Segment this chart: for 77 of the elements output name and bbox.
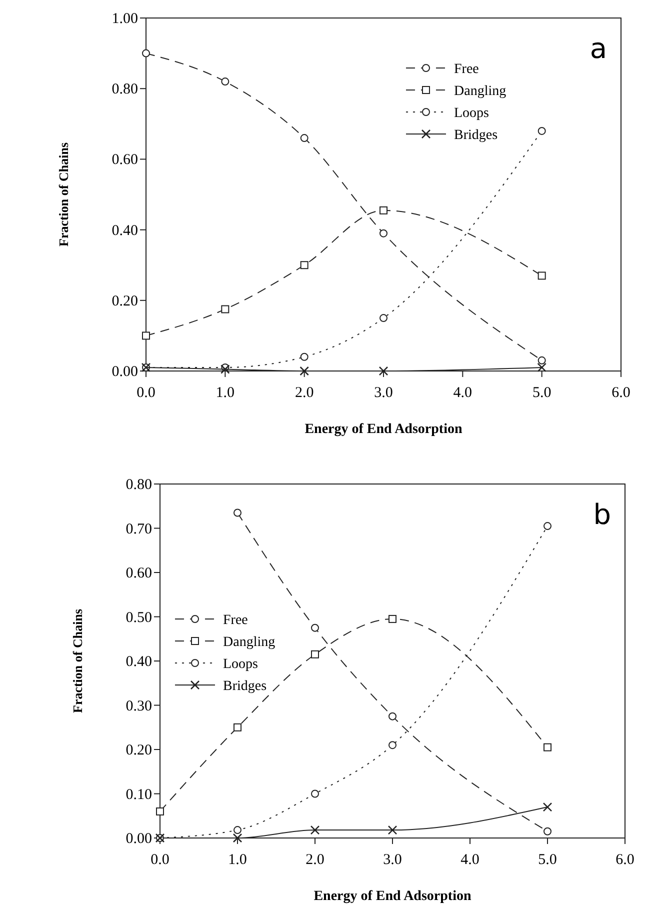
y-tick-label: 1.00 — [112, 11, 138, 27]
legend-label: Dangling — [454, 84, 506, 99]
x-tick-label: 2.0 — [306, 852, 324, 868]
x-tick-label: 1.0 — [216, 385, 235, 401]
point — [380, 206, 388, 214]
point — [221, 78, 230, 86]
point — [234, 508, 242, 517]
point — [300, 261, 308, 270]
point — [380, 229, 388, 238]
point — [388, 712, 396, 720]
point — [142, 332, 150, 340]
x-axis-title: Energy of End Adsorption — [314, 889, 472, 904]
point — [300, 352, 308, 361]
x-tick-label: 3.0 — [374, 385, 393, 401]
legend-label: Free — [454, 62, 479, 77]
point — [142, 49, 150, 58]
point — [380, 314, 388, 322]
legend-label: Bridges — [454, 128, 498, 143]
y-tick-label: 0.60 — [112, 152, 138, 168]
point — [221, 305, 230, 314]
y-tick-label: 0.20 — [112, 293, 138, 310]
point — [538, 126, 546, 135]
y-tick-label: 0.10 — [126, 786, 152, 803]
x-tick-label: 0.0 — [150, 852, 170, 868]
legend-label: Free — [223, 613, 248, 628]
y-tick-label: 0.60 — [126, 566, 152, 582]
legend-label: Dangling — [223, 635, 276, 650]
x-tick-label: 1.0 — [228, 852, 247, 868]
point — [388, 825, 398, 835]
point — [220, 364, 230, 374]
legend-label: Loops — [454, 106, 489, 121]
y-tick-label: 0.80 — [126, 477, 152, 493]
x-tick-label: 4.0 — [453, 385, 472, 401]
point — [378, 366, 388, 376]
y-tick-label: 0.40 — [112, 222, 138, 239]
legend-label: Loops — [223, 657, 258, 672]
point — [538, 272, 546, 280]
y-tick-label: 0.30 — [126, 698, 152, 714]
x-axis-title: Energy of End Adsorption — [304, 422, 462, 437]
point — [311, 624, 319, 632]
point — [388, 741, 396, 750]
x-tick-label: 0.0 — [136, 385, 156, 401]
point — [311, 650, 319, 658]
x-tick-label: 5.0 — [532, 385, 552, 401]
y-axis-title: Fraction of Chains — [70, 609, 85, 713]
x-tick-label: 2.0 — [294, 385, 314, 401]
point — [388, 614, 396, 623]
x-tick-label: 3.0 — [383, 852, 402, 868]
y-axis-title: Fraction of Chains — [56, 142, 71, 246]
point — [234, 723, 242, 732]
point — [156, 807, 164, 816]
y-tick-label: 0.20 — [126, 742, 152, 758]
point — [537, 362, 546, 372]
x-tick-label: 6.0 — [616, 852, 634, 868]
point — [234, 826, 242, 834]
y-tick-label: 0.50 — [126, 610, 152, 626]
text: b — [593, 498, 611, 531]
point — [544, 827, 552, 836]
text: a — [590, 32, 607, 65]
y-tick-label: 0.00 — [112, 364, 138, 380]
point — [310, 825, 320, 835]
point — [544, 743, 552, 752]
point — [311, 790, 319, 798]
point — [538, 356, 546, 364]
x-tick-label: 4.0 — [460, 852, 480, 868]
x-tick-label: 5.0 — [538, 852, 557, 868]
point — [542, 802, 552, 812]
point — [300, 134, 308, 142]
point — [300, 366, 309, 376]
y-tick-label: 0.80 — [112, 82, 138, 98]
point — [232, 833, 242, 843]
legend-label: Bridges — [223, 679, 267, 694]
y-tick-label: 0.70 — [126, 521, 152, 538]
point — [544, 522, 552, 530]
x-tick-label: 6.0 — [612, 385, 630, 401]
y-tick-label: 0.00 — [126, 831, 152, 847]
y-tick-label: 0.40 — [126, 654, 152, 670]
